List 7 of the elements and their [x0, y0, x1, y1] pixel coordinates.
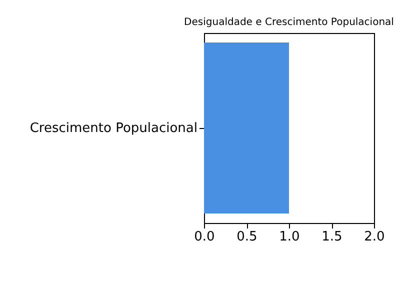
x-tick-label: 2.0	[364, 230, 385, 244]
x-tick-label: 0.5	[236, 230, 258, 244]
x-tick-label: 1.5	[322, 230, 342, 244]
chart-title: Desigualdade e Crescimento Populacional	[184, 17, 394, 28]
y-tick-label: Crescimento Populacional	[30, 121, 198, 136]
x-tick-label: 0.0	[194, 230, 215, 244]
x-tick-label: 1.0	[279, 230, 300, 244]
